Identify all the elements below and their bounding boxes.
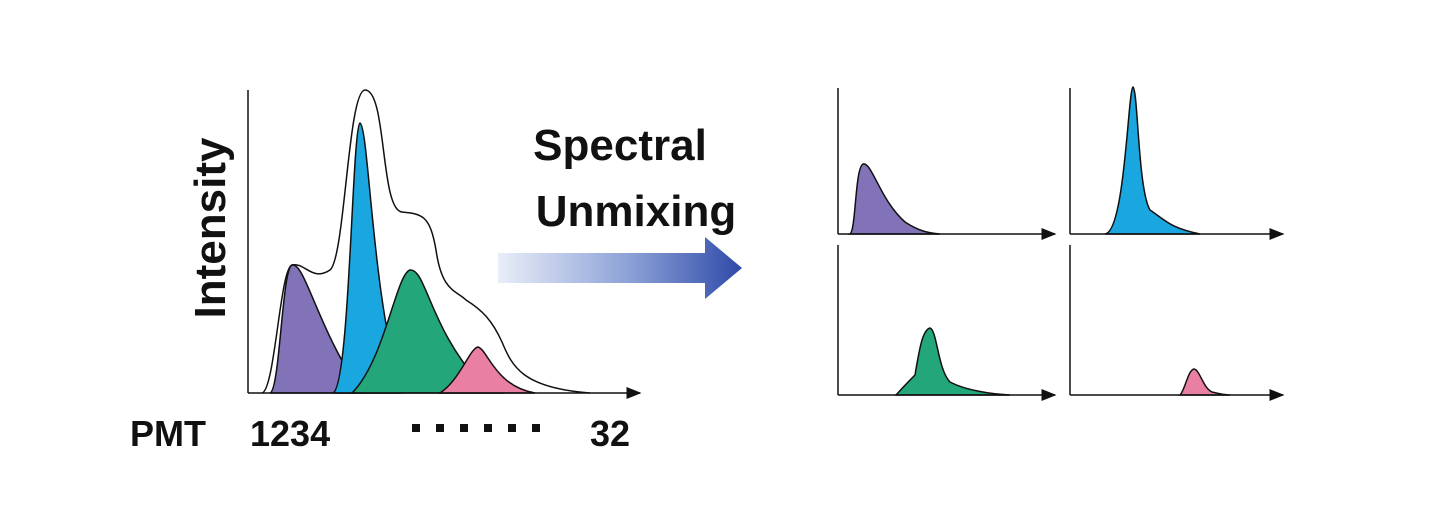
arrow-shape — [498, 237, 742, 299]
green-peak — [350, 269, 506, 394]
green-peak — [894, 327, 1011, 396]
pink-peak — [437, 346, 536, 394]
pink-peak — [1178, 368, 1231, 396]
envelope — [261, 89, 591, 394]
x-axis-label: PMT — [130, 413, 206, 454]
unmixed-panel-green — [837, 245, 1057, 401]
blue-peak — [332, 122, 404, 394]
mixed-spectrum-panel: Intensity PMT 1234 32 — [130, 89, 642, 454]
purple-peak — [847, 163, 941, 235]
unmixed-panel-pink — [1069, 245, 1285, 401]
unmixed-panel-purple — [837, 88, 1057, 240]
x-dots — [412, 424, 540, 432]
y-axis-label: Intensity — [186, 137, 235, 318]
x-start-label: 1234 — [250, 413, 330, 454]
unmixing-arrow: Spectral Unmixing — [498, 121, 742, 299]
unmixed-panel-blue — [1069, 86, 1285, 240]
x-end-label: 32 — [590, 413, 630, 454]
arrow-label-line-2: Unmixing — [536, 187, 736, 236]
arrow-label-line-1: Spectral — [533, 121, 707, 170]
blue-peak — [1104, 86, 1201, 235]
